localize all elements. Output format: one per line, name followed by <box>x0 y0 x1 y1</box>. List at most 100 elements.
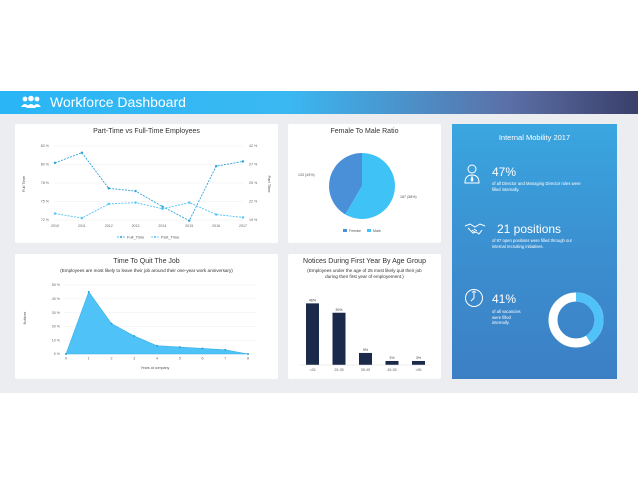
data-point <box>87 290 90 293</box>
stat-positions-text-1: of 97 open positions were filled through… <box>492 238 573 243</box>
data-point <box>110 322 113 325</box>
data-point-full-time <box>161 205 164 208</box>
bar <box>306 303 319 365</box>
data-point <box>133 335 136 338</box>
data-point-part-time <box>80 216 84 220</box>
x-tick: >55 <box>415 368 421 372</box>
y-tick-right: 27 % <box>249 163 258 167</box>
y-tick: 50 % <box>52 283 61 287</box>
data-point-full-time <box>241 160 245 163</box>
x-tick: 2012 <box>105 224 113 228</box>
y-axis-label-right: Part Time <box>267 175 272 193</box>
stat-vacancies-text-1: of all vacancies <box>492 309 521 314</box>
legend-female: Female <box>349 229 361 233</box>
y-tick-left: 78 % <box>41 181 50 185</box>
legend-full-time: Full_Time <box>127 235 145 240</box>
data-point <box>247 353 249 355</box>
data-point-full-time <box>188 219 191 222</box>
data-point <box>65 353 67 355</box>
y-tick-right: 25 % <box>249 181 258 185</box>
legend: Full_Time Part_Time <box>117 235 180 240</box>
data-point-part-time <box>241 216 245 219</box>
card-parttime-fulltime: Part-Time vs Full-Time Employees 83 % 80 … <box>15 124 278 243</box>
stat-vacancies-text-3: internally. <box>492 320 510 325</box>
data-point <box>201 347 204 350</box>
x-tick: 8 <box>247 357 249 361</box>
stat-director-roles-text-2: filled internally. <box>492 186 520 192</box>
x-tick: 1 <box>88 357 90 361</box>
pie-slice-male <box>345 153 395 219</box>
donut-segment-filled <box>575 292 604 344</box>
chart-title: Notices During First Year By Age Group <box>303 258 426 265</box>
stat-positions-text-2: internal recruiting initiatives. <box>492 243 544 249</box>
y-tick-right: 22 % <box>249 200 258 204</box>
stat-positions-value: 21 positions <box>497 222 562 236</box>
y-axis-label-left: Full Time <box>21 175 26 192</box>
pie-slice-female <box>329 153 362 215</box>
chart-subtitle-line2: during their first year of employement.) <box>325 274 404 279</box>
chart-title: Female To Male Ratio <box>330 128 399 135</box>
bar <box>359 352 372 365</box>
y-tick-right: 19 % <box>249 218 258 222</box>
series-line-full-time <box>54 152 244 222</box>
x-axis-label: Years at company <box>141 366 170 370</box>
y-tick-left: 72 % <box>41 218 50 222</box>
x-tick: 2014 <box>158 224 166 228</box>
y-tick-left: 75 % <box>41 200 50 204</box>
area-fill <box>65 291 249 355</box>
x-tick: 2011 <box>78 224 86 228</box>
series-line-part-time <box>54 202 244 219</box>
pie-label-female: 133 (43%) <box>298 173 315 177</box>
pie-label-male: 187 (58%) <box>400 195 417 199</box>
line-chart: 83 % 80 % 78 % 75 % 72 % 42 % 27 % 25 % 22 % 19 … <box>21 144 272 240</box>
data-point-full-time <box>80 151 84 154</box>
chart-title: Part-Time vs Full-Time Employees <box>93 128 200 135</box>
card-notices-age-group: Notices During First Year By Age Group (… <box>288 254 441 379</box>
stat-director-roles-text-1: of all Director and Managing Director ro… <box>492 181 581 186</box>
pie-chart: 133 (43%) 187 (58%) Female Male <box>298 153 417 233</box>
mobility-title: Internal Mobility 2017 <box>498 133 571 142</box>
card-female-male-ratio: Female To Male Ratio 133 (43%) 187 (58%)… <box>288 124 441 243</box>
area-chart: 50 % 40 % 30 % 20 % 10 % 0 % 0 1 2 3 4 5 6 7 8 Notice… <box>23 283 256 370</box>
chart-title: Time To Quit The Job <box>113 258 180 265</box>
stat-vacancies-text-2: were filled <box>492 314 511 320</box>
card-internal-mobility: Internal Mobility 2017 47% of all Direct… <box>452 124 617 379</box>
stat-director-roles-value: 47% <box>492 165 517 179</box>
bar-value-label: 39% <box>335 308 343 312</box>
bar-value-label: 46% <box>309 299 317 303</box>
y-tick-left: 83 % <box>41 144 50 148</box>
bar-value-label: 3% <box>389 356 395 360</box>
x-tick: 2015 <box>185 224 193 228</box>
y-axis-label: Notices <box>23 312 27 325</box>
data-point <box>156 344 158 347</box>
x-tick: 4 <box>156 357 158 361</box>
data-point-full-time <box>107 187 110 190</box>
x-tick: 35-45 <box>361 368 370 372</box>
x-tick: 3 <box>133 357 135 361</box>
card-time-to-quit: Time To Quit The Job (Employees are most… <box>15 254 278 379</box>
data-point-part-time <box>107 202 110 206</box>
stat-vacancies-value: 41% <box>492 292 517 306</box>
people-icon <box>21 95 41 108</box>
header-bar: Workforce Dashboard <box>0 91 638 114</box>
y-tick-left: 80 % <box>41 163 50 167</box>
x-tick: 2016 <box>212 224 220 228</box>
x-tick: 5 <box>179 357 181 361</box>
x-tick: 2 <box>111 357 113 361</box>
y-tick: 20 % <box>52 325 61 329</box>
handshake-icon <box>464 223 486 235</box>
x-tick: <25 <box>309 368 315 372</box>
y-tick: 0 % <box>54 352 61 356</box>
bar <box>385 360 399 365</box>
chart-subtitle-line1: (Employees under the age of 25 most like… <box>307 268 422 273</box>
x-tick: 45-55 <box>387 368 396 372</box>
data-point <box>224 348 227 351</box>
x-tick: 6 <box>202 357 204 361</box>
data-point-part-time <box>188 201 191 204</box>
data-point-full-time <box>53 161 57 165</box>
chart-subtitle: (Employees are most likely to leave thei… <box>60 268 233 273</box>
x-tick: 2013 <box>132 224 140 228</box>
y-tick: 30 % <box>52 311 61 315</box>
y-tick-right: 42 % <box>249 144 258 148</box>
data-point-part-time <box>53 212 57 215</box>
